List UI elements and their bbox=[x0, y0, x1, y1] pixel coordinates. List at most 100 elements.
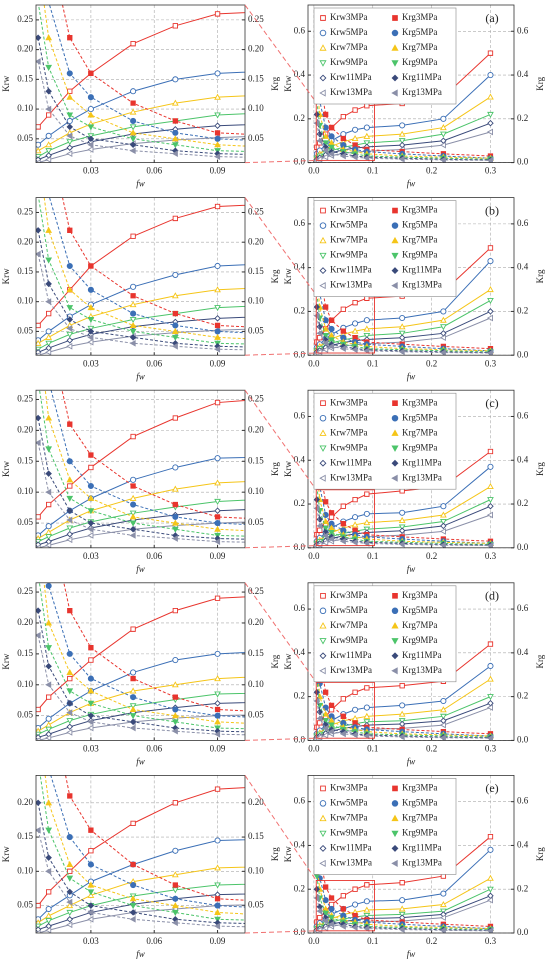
krg-curve bbox=[37, 230, 245, 348]
krg-curve bbox=[316, 64, 491, 159]
marker bbox=[172, 501, 178, 508]
marker bbox=[398, 130, 406, 137]
krw-curve bbox=[316, 514, 491, 547]
marker bbox=[351, 153, 358, 161]
marker bbox=[67, 607, 73, 614]
zoom-connector bbox=[244, 197, 317, 296]
marker bbox=[87, 286, 94, 293]
marker bbox=[87, 135, 95, 143]
x-tick-label: 0.03 bbox=[83, 551, 99, 561]
x-tick-label: 0.0 bbox=[308, 551, 320, 561]
marker bbox=[172, 800, 178, 806]
x-axis-label: fw bbox=[407, 179, 416, 189]
legend-marker bbox=[319, 638, 327, 645]
legend-label: Krw11MPa bbox=[330, 72, 372, 82]
marker bbox=[487, 448, 494, 455]
y2-tick-label: 0.25 bbox=[248, 586, 264, 596]
marker bbox=[45, 827, 53, 834]
y2-tick-label: 0.6 bbox=[517, 603, 529, 613]
marker bbox=[130, 861, 136, 868]
zoom-connector bbox=[244, 930, 317, 934]
marker bbox=[88, 645, 94, 651]
legend: Krw3MPa Krw5MPa Krw7MPa Krw9MPa Krw11MPa Krw1… bbox=[313, 200, 457, 297]
marker bbox=[66, 144, 74, 151]
marker bbox=[87, 316, 95, 324]
y-tick-label: 0.0 bbox=[294, 927, 306, 937]
marker bbox=[129, 718, 137, 726]
marker bbox=[88, 827, 94, 833]
legend-box bbox=[313, 778, 457, 875]
marker bbox=[322, 339, 329, 347]
marker bbox=[340, 912, 347, 919]
marker bbox=[171, 292, 179, 299]
y2-tick-label: 0.20 bbox=[248, 236, 264, 246]
marker bbox=[172, 23, 178, 29]
legend-label: Krw11MPa bbox=[330, 842, 372, 852]
y2-tick-label: 0.25 bbox=[248, 394, 264, 404]
legend-label: Krg11MPa bbox=[402, 72, 442, 82]
marker bbox=[398, 524, 406, 531]
krw-curve bbox=[316, 505, 491, 545]
marker bbox=[130, 433, 136, 440]
x-tick-label: 0.06 bbox=[146, 551, 162, 561]
marker bbox=[340, 328, 346, 334]
marker bbox=[214, 135, 221, 142]
x-tick-label: 0.3 bbox=[485, 743, 497, 753]
marker bbox=[87, 861, 94, 868]
x-tick-label: 0.2 bbox=[426, 358, 437, 368]
legend-label: Krw7MPa bbox=[330, 620, 368, 630]
marker bbox=[45, 534, 53, 541]
y2-tick-label: 0.20 bbox=[248, 424, 264, 434]
y2-tick-label: 0.2 bbox=[517, 883, 528, 893]
marker bbox=[130, 88, 137, 95]
marker bbox=[340, 306, 346, 312]
marker bbox=[487, 245, 494, 251]
marker bbox=[487, 50, 494, 56]
marker bbox=[340, 696, 346, 702]
legend-marker bbox=[391, 89, 398, 97]
marker bbox=[88, 464, 94, 471]
legend: Krw3MPa Krw5MPa Krw7MPa Krw9MPa Krw11MPa Krw1… bbox=[313, 392, 457, 490]
y2-axis-label: Krg bbox=[535, 654, 545, 668]
y-tick-label: 0.6 bbox=[294, 218, 306, 228]
y2-tick-label: 0.05 bbox=[248, 517, 264, 527]
krw-curve bbox=[37, 305, 245, 350]
marker bbox=[45, 726, 53, 733]
y-tick-label: 0.10 bbox=[17, 486, 33, 496]
marker bbox=[36, 902, 41, 909]
marker bbox=[398, 926, 405, 933]
marker bbox=[322, 924, 329, 932]
krg-curve bbox=[38, 582, 245, 730]
legend-box bbox=[313, 392, 457, 490]
krg-curve bbox=[61, 390, 245, 519]
legend-marker bbox=[319, 667, 326, 675]
y2-axis-label: Krg bbox=[535, 76, 545, 90]
marker bbox=[214, 70, 221, 77]
x-tick-label: 0.3 bbox=[485, 166, 497, 176]
marker bbox=[66, 888, 74, 896]
marker bbox=[486, 704, 493, 711]
krw-curve bbox=[316, 877, 491, 928]
marker bbox=[399, 509, 406, 516]
marker bbox=[339, 537, 346, 545]
marker bbox=[440, 324, 447, 331]
legend-marker bbox=[319, 415, 327, 422]
marker bbox=[36, 514, 41, 520]
y-tick-label: 0.25 bbox=[17, 586, 33, 596]
legend-label: Krg5MPa bbox=[402, 27, 437, 37]
marker bbox=[87, 700, 95, 707]
y-tick-label: 0.15 bbox=[17, 831, 33, 841]
marker bbox=[328, 707, 335, 713]
legend: Krw3MPa Krw5MPa Krw7MPa Krw9MPa Krw11MPa Krw1… bbox=[313, 585, 457, 683]
marker bbox=[87, 508, 95, 515]
marker bbox=[36, 147, 42, 154]
marker bbox=[66, 325, 73, 332]
krw-curve bbox=[316, 665, 491, 735]
marker bbox=[322, 884, 329, 890]
marker bbox=[129, 903, 137, 910]
marker bbox=[172, 607, 178, 614]
marker bbox=[129, 513, 137, 520]
marker bbox=[340, 713, 346, 719]
marker bbox=[339, 923, 346, 930]
legend-label: Krg9MPa bbox=[402, 827, 437, 837]
